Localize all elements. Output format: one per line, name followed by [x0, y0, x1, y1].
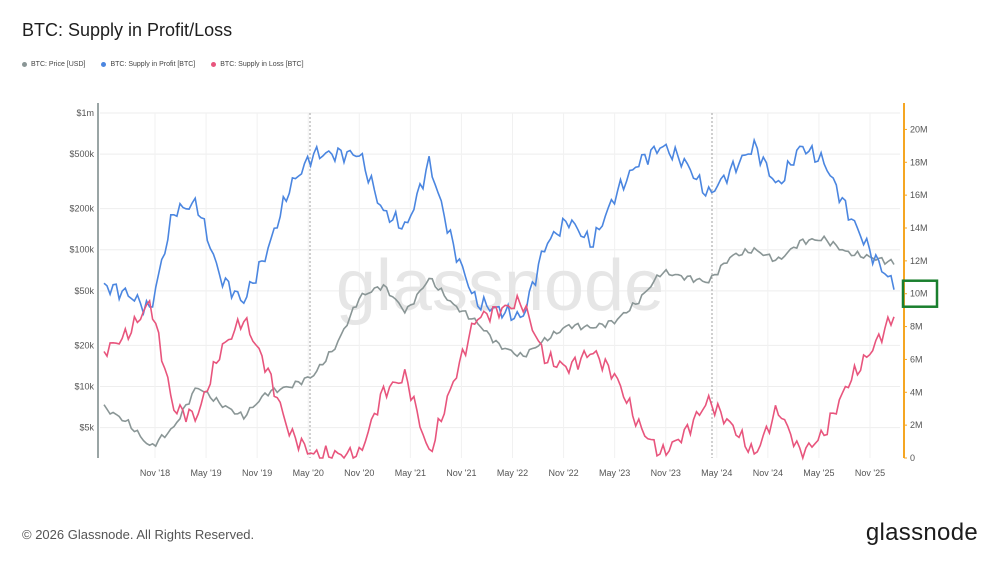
legend-dot-loss	[211, 62, 217, 67]
y-right-tick-label: 14M	[910, 223, 928, 233]
y-right-tick-label: 4M	[910, 387, 923, 397]
copyright-text: © 2026 Glassnode. All Rights Reserved.	[22, 527, 255, 542]
series-price-line	[103, 234, 895, 448]
y-right-tick-label: 10M	[910, 289, 928, 299]
x-tick-label: Nov '18	[140, 468, 170, 478]
legend-item-price[interactable]: BTC: Price [USD]	[22, 61, 85, 68]
highlight-box-10m	[901, 279, 939, 308]
legend-label-price: BTC: Price [USD]	[31, 61, 86, 68]
y-right-tick-label: 16M	[910, 190, 928, 200]
y-right-tick-label: 20M	[910, 124, 928, 134]
legend-item-profit[interactable]: BTC: Supply in Profit [BTC]	[101, 61, 195, 68]
legend-dot-profit	[101, 62, 107, 67]
x-tick-label: May '19	[190, 468, 221, 478]
y-right-tick-label: 8M	[910, 322, 923, 332]
x-tick-label: May '24	[701, 468, 732, 478]
series-profit-line	[103, 137, 895, 322]
axes	[97, 103, 939, 459]
x-tick-label: Nov '25	[855, 468, 885, 478]
legend-label-profit: BTC: Supply in Profit [BTC]	[110, 61, 196, 68]
chart-title: BTC: Supply in Profit/Loss	[22, 20, 233, 40]
y-right-tick-label: 0	[910, 453, 915, 463]
y-left-tick-label: $20k	[74, 340, 94, 350]
legend: BTC: Price [USD] BTC: Supply in Profit […	[22, 61, 304, 68]
series-loss-line	[103, 292, 895, 461]
y-left-tick-label: $50k	[74, 286, 94, 296]
y-right-tick-label: 18M	[910, 157, 928, 167]
y-left-tick-label: $5k	[79, 423, 94, 433]
y-left-tick-label: $10k	[74, 381, 94, 391]
x-tick-label: Nov '21	[446, 468, 476, 478]
halving-lines	[309, 113, 713, 458]
y-left-tick-label: $100k	[69, 245, 94, 255]
x-tick-label: May '25	[803, 468, 834, 478]
x-tick-label: Nov '24	[753, 468, 783, 478]
legend-dot-price	[22, 62, 27, 67]
y-left-tick-label: $500k	[69, 149, 94, 159]
tick-labels: $1m $500k $200k $100k $50k $20k $10k $5k 20M 18M 1…	[69, 108, 927, 478]
y-left-tick-label: $1m	[76, 108, 94, 118]
x-tick-label: May '20	[293, 468, 324, 478]
legend-label-loss: BTC: Supply in Loss [BTC]	[220, 61, 304, 68]
y-right-tick-label: 2M	[910, 420, 923, 430]
x-tick-label: May '22	[497, 468, 528, 478]
x-tick-label: Nov '23	[651, 468, 681, 478]
y-right-tick-label: 6M	[910, 354, 923, 364]
x-tick-label: May '21	[395, 468, 426, 478]
legend-item-loss[interactable]: BTC: Supply in Loss [BTC]	[211, 61, 304, 68]
y-right-tick-label: 12M	[910, 256, 928, 266]
x-tick-label: Nov '19	[242, 468, 272, 478]
glassnode-logo[interactable]: glassnode	[865, 519, 978, 546]
x-tick-label: May '23	[599, 468, 630, 478]
x-tick-label: Nov '20	[344, 468, 374, 478]
x-tick-label: Nov '22	[548, 468, 578, 478]
y-left-tick-label: $200k	[69, 204, 94, 214]
series-group	[103, 137, 895, 461]
